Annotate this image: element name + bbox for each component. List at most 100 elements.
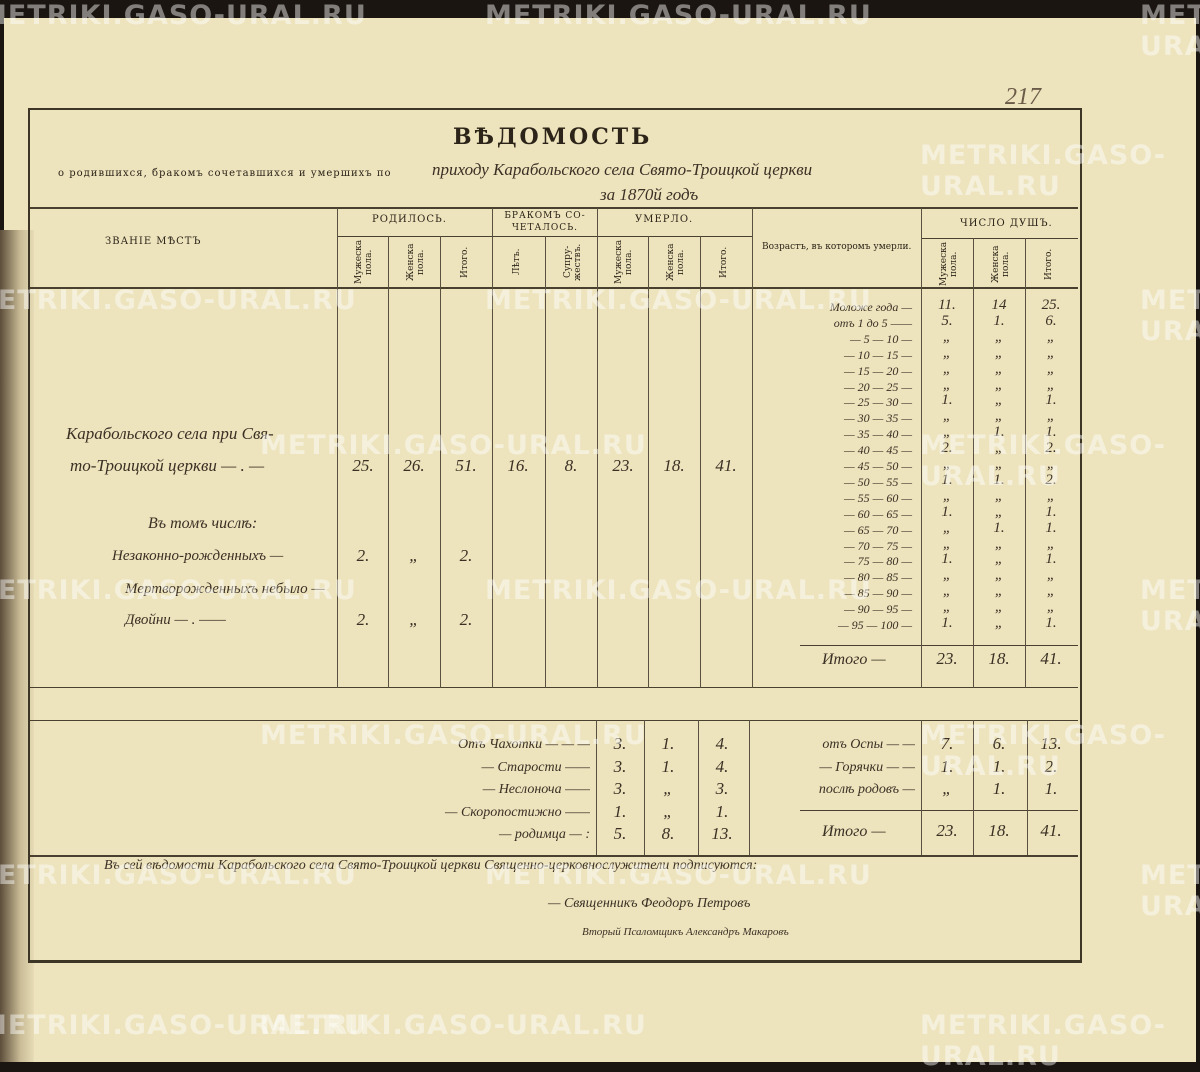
main-row-value: 23. [612, 456, 634, 475]
watermark: METRIKI.GASO-URAL.RU [920, 720, 1166, 782]
rule [700, 236, 701, 688]
subheader: Итого. [460, 246, 470, 278]
age-bracket-label: — 40 — 45 — [843, 443, 912, 458]
cause-value: 6. [992, 734, 1006, 753]
age-bracket-label: — 25 — 30 — [843, 395, 912, 410]
cause-value: 5. [613, 824, 627, 843]
table-frame [28, 108, 1082, 963]
age-bracket-value: „ [942, 599, 952, 616]
cause-value: 1. [992, 779, 1006, 798]
age-bracket-value: 1. [993, 312, 1005, 329]
age-bracket-value: 1. [941, 503, 953, 520]
age-bracket-value: 25. [1041, 297, 1061, 313]
age-bracket-value: „ [1046, 376, 1056, 393]
including-row-label: Двойни — . —— [125, 612, 226, 628]
watermark: METRIKI.GASO-URAL.RU [1140, 285, 1200, 347]
rule [698, 720, 699, 855]
rule [921, 720, 922, 855]
age-bracket-value: „ [942, 344, 952, 361]
age-bracket-label: — 10 — 15 — [843, 347, 912, 362]
cause-value: 13. [711, 824, 733, 843]
including-row-value: „ [409, 610, 419, 629]
header-died: УМЕРЛО. [635, 214, 694, 225]
cause-value: „ [942, 779, 952, 798]
main-row-value: 8. [564, 456, 578, 475]
cause-value: „ [663, 779, 673, 798]
main-row-value: 16. [507, 456, 529, 475]
age-bracket-label: — 15 — 20 — [843, 363, 912, 378]
age-bracket-value: 1. [941, 471, 953, 488]
age-bracket-value: „ [942, 583, 952, 600]
header-born: РОДИЛОСЬ. [372, 214, 447, 225]
subheader: Мужеска пола. [939, 241, 959, 286]
rule [752, 208, 753, 688]
watermark: METRIKI.GASO-URAL.RU [920, 140, 1166, 202]
cause-value: 3. [613, 779, 627, 798]
age-bracket-value: 1. [993, 471, 1005, 488]
header-place: ЗВАНІЕ МѢСТЪ [105, 236, 202, 247]
age-bracket-value: „ [994, 583, 1004, 600]
cause-value: 1. [715, 801, 729, 821]
cause-value: 1. [613, 801, 627, 821]
cause-label: Отъ Чахотки — — — [457, 737, 590, 752]
rule [800, 810, 1078, 811]
cause-value: 3. [613, 734, 627, 753]
watermark: METRIKI.GASO-URAL.RU [260, 720, 647, 751]
main-row-value: 26. [403, 456, 425, 475]
rule [440, 236, 441, 688]
including-row-label: Мертворожденныхъ небыло — [125, 581, 325, 597]
subheader: Мужеска пола. [614, 239, 634, 284]
age-bracket-label: — 30 — 35 — [843, 411, 912, 426]
including-row-value: 2. [459, 546, 473, 565]
watermark: METRIKI.GASO-URAL.RU [485, 285, 872, 316]
age-bracket-value: 1. [1045, 503, 1057, 520]
page-number: 217 [1005, 84, 1041, 110]
age-bracket-value: „ [994, 487, 1004, 504]
age-bracket-value: „ [994, 456, 1004, 472]
age-bracket-value: 6. [1045, 312, 1057, 329]
age-bracket-value: 11. [938, 297, 956, 313]
age-bracket-label: — 50 — 55 — [843, 474, 912, 489]
rule [30, 207, 1078, 209]
age-bracket-label: — 65 — 70 — [843, 522, 912, 537]
causes-total-value: 41. [1040, 821, 1062, 840]
age-bracket-value: „ [994, 535, 1004, 552]
age-bracket-value: „ [994, 567, 1004, 584]
subheader: Женска пола. [666, 243, 686, 281]
watermark: METRIKI.GASO-URAL.RU [0, 575, 357, 606]
watermark: METRIKI.GASO-URAL.RU [1140, 0, 1200, 62]
header-souls: ЧИСЛО ДУШЪ. [960, 218, 1053, 229]
age-bracket-value: „ [994, 408, 1004, 425]
age-bracket-value: „ [994, 328, 1004, 345]
cause-value: 13. [1040, 734, 1062, 753]
document-page [4, 18, 1196, 1062]
age-bracket-label: отъ 1 до 5 —— [833, 315, 912, 330]
watermark: METRIKI.GASO-URAL.RU [0, 0, 367, 31]
rule [597, 208, 598, 688]
age-bracket-value: „ [942, 456, 952, 472]
age-bracket-value: 5. [941, 312, 953, 329]
rule [337, 208, 338, 688]
main-row-value: 18. [663, 456, 685, 475]
rule [30, 720, 1078, 721]
causes-total-value: 23. [936, 821, 958, 840]
cause-value: 1. [992, 756, 1006, 776]
cause-value: 7. [940, 734, 954, 753]
watermark: METRIKI.GASO-URAL.RU [260, 1010, 647, 1041]
including-row-value: „ [409, 546, 419, 565]
age-bracket-value: „ [942, 535, 952, 552]
age-bracket-value: „ [1046, 360, 1056, 377]
watermark: METRIKI.GASO-URAL.RU [0, 860, 357, 891]
age-bracket-value: „ [1046, 599, 1056, 616]
including-row-value: 2. [356, 610, 370, 629]
age-bracket-value: „ [1046, 344, 1056, 361]
age-bracket-value: 1. [1045, 519, 1057, 536]
header-married: БРАКОМЪ СО-ЧЕТАЛОСЬ. [504, 211, 586, 233]
including-row-value: 2. [459, 610, 473, 629]
cause-label: — Старости —— [481, 759, 591, 775]
age-bracket-value: 2. [1045, 471, 1057, 488]
header-age: Возрастъ, въ которомъ умерли. [762, 242, 912, 252]
cause-value: 1. [1044, 779, 1058, 798]
rule [30, 855, 1078, 857]
cause-value: 1. [661, 756, 675, 776]
